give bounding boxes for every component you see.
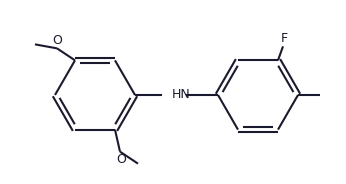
Text: O: O	[116, 153, 126, 166]
Text: F: F	[281, 32, 288, 45]
Text: O: O	[52, 34, 62, 47]
Text: HN: HN	[172, 89, 190, 102]
